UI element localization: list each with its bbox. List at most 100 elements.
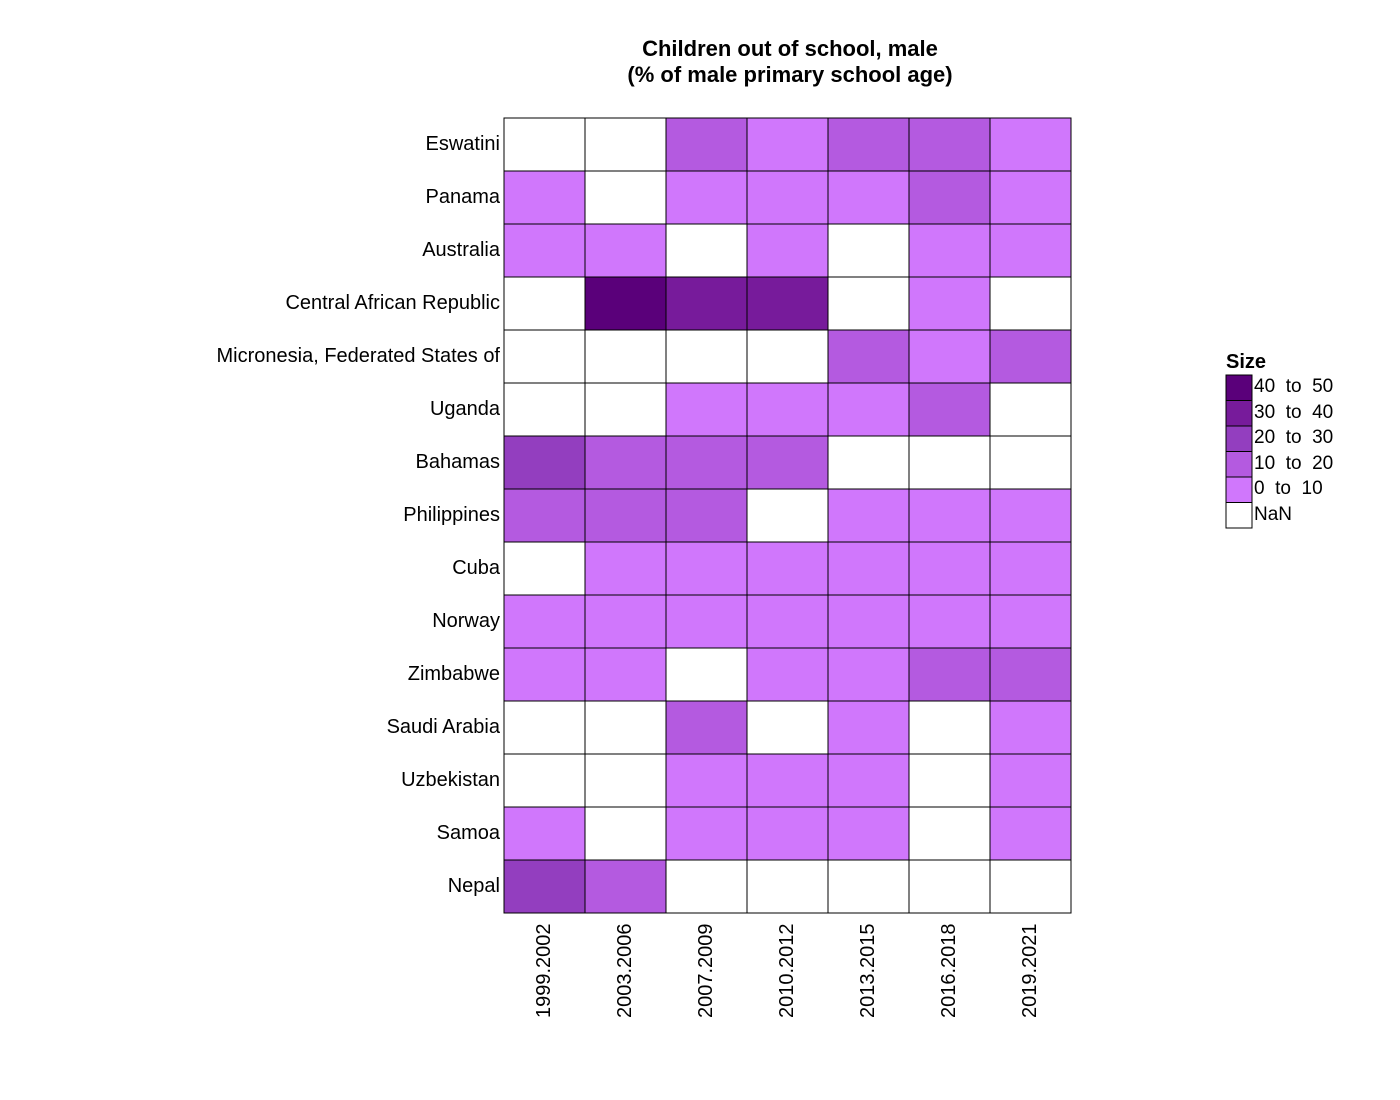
heatmap-cell — [827, 488, 910, 543]
legend-swatch — [1225, 400, 1253, 427]
heatmap-cell — [908, 435, 991, 490]
heatmap-cell — [746, 753, 829, 808]
row-label: Eswatini — [425, 132, 500, 155]
row-label: Central African Republic — [285, 291, 500, 314]
heatmap-cell — [665, 594, 748, 649]
column-label: 2019.2021 — [1018, 923, 1041, 1018]
heatmap-cell — [584, 753, 667, 808]
legend-label: 30 to 40 — [1254, 401, 1334, 423]
heatmap-cell — [584, 223, 667, 278]
heatmap-cell — [908, 117, 991, 172]
heatmap-cell — [827, 435, 910, 490]
heatmap-cell — [989, 170, 1072, 225]
heatmap-cell — [746, 806, 829, 861]
heatmap-cell — [827, 382, 910, 437]
heatmap-cell — [908, 382, 991, 437]
row-label: Bahamas — [415, 450, 501, 473]
row-label: Zimbabwe — [407, 662, 500, 685]
row-label: Uzbekistan — [401, 768, 500, 791]
heatmap-cell — [584, 647, 667, 702]
heatmap-cell — [584, 594, 667, 649]
heatmap-cell — [503, 488, 586, 543]
row-label: Nepal — [447, 874, 500, 897]
heatmap-cell — [989, 806, 1072, 861]
legend-swatch — [1225, 502, 1253, 529]
heatmap-cell — [584, 276, 667, 331]
heatmap-cell — [908, 700, 991, 755]
heatmap-cell — [584, 700, 667, 755]
heatmap-cell — [665, 806, 748, 861]
heatmap-cell — [665, 276, 748, 331]
row-label: Uganda — [429, 397, 500, 420]
heatmap-cell — [746, 700, 829, 755]
column-label: 1999.2002 — [532, 923, 555, 1018]
legend-label: 20 to 30 — [1254, 427, 1334, 448]
heatmap-cell — [503, 541, 586, 596]
legend-swatch — [1225, 374, 1253, 401]
heatmap-cell — [746, 594, 829, 649]
heatmap-cell — [989, 647, 1072, 702]
heatmap-cell — [908, 753, 991, 808]
row-label: Saudi Arabia — [386, 715, 500, 738]
legend-label: 40 to 50 — [1254, 376, 1334, 397]
heatmap-cell — [503, 594, 586, 649]
heatmap-cell — [827, 117, 910, 172]
heatmap-cell — [503, 647, 586, 702]
heatmap-cell — [827, 329, 910, 384]
legend-label: NaN — [1254, 503, 1293, 525]
row-label: Panama — [425, 185, 501, 208]
heatmap-cell — [827, 753, 910, 808]
row-label: Australia — [422, 238, 500, 261]
heatmap-cell — [827, 594, 910, 649]
heatmap-cell — [827, 700, 910, 755]
heatmap-cell — [908, 329, 991, 384]
column-label: 2010.2012 — [775, 923, 798, 1018]
legend-label: 10 to 20 — [1254, 452, 1334, 474]
heatmap-cell — [584, 859, 667, 914]
heatmap-cell — [665, 382, 748, 437]
heatmap-cell — [503, 700, 586, 755]
row-label: Philippines — [403, 503, 500, 526]
heatmap-cell — [584, 382, 667, 437]
heatmap-cell — [746, 223, 829, 278]
heatmap-cell — [908, 541, 991, 596]
heatmap-cell — [746, 647, 829, 702]
heatmap-cell — [746, 382, 829, 437]
heatmap-cell — [746, 488, 829, 543]
row-label: Norway — [432, 609, 500, 632]
column-label: 2016.2018 — [937, 923, 960, 1018]
heatmap-cell — [989, 435, 1072, 490]
chart-title: Children out of school, male — [642, 36, 938, 61]
heatmap-cell — [827, 276, 910, 331]
heatmap-cell — [746, 170, 829, 225]
heatmap-cell — [746, 541, 829, 596]
legend-label: 0 to 10 — [1254, 478, 1323, 499]
heatmap-cell — [908, 276, 991, 331]
heatmap-cell — [503, 753, 586, 808]
heatmap-cell — [989, 223, 1072, 278]
heatmap-cell — [989, 859, 1072, 914]
heatmap-cell — [665, 170, 748, 225]
heatmap-cell — [503, 117, 586, 172]
heatmap-cell — [989, 753, 1072, 808]
heatmap-cell — [908, 647, 991, 702]
legend-swatch — [1225, 425, 1253, 452]
legend-swatch — [1225, 451, 1253, 478]
heatmap-cell — [665, 329, 748, 384]
heatmap-cell — [503, 382, 586, 437]
heatmap-cell — [584, 117, 667, 172]
legend-swatch — [1225, 476, 1253, 503]
heatmap-cell — [584, 541, 667, 596]
heatmap-cell — [827, 647, 910, 702]
heatmap-cell — [503, 223, 586, 278]
column-label: 2007.2009 — [694, 923, 717, 1018]
heatmap-cell — [908, 488, 991, 543]
heatmap-cell — [503, 806, 586, 861]
heatmap-cell — [665, 223, 748, 278]
heatmap-cell — [827, 223, 910, 278]
heatmap-cell — [665, 117, 748, 172]
heatmap-cell — [503, 435, 586, 490]
row-label: Micronesia, Federated States of — [216, 344, 500, 367]
row-label: Samoa — [436, 821, 500, 844]
